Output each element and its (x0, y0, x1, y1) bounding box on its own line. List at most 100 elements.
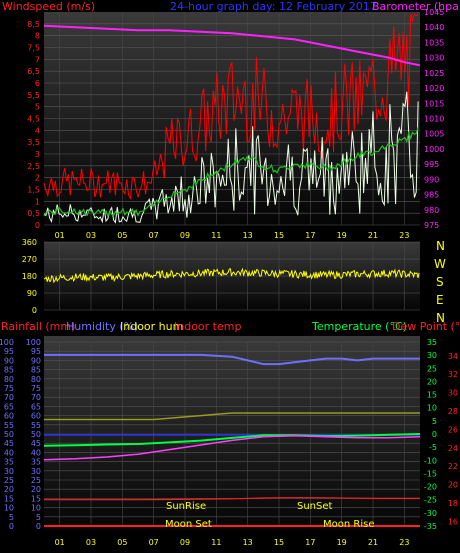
baro-ytick: 990 (424, 175, 439, 184)
wind-hour-01: 01 (55, 231, 65, 240)
baro-ytick: 1045 (424, 8, 444, 17)
sunrise-label: SunRise (166, 501, 206, 512)
wind-ytick: 1,5 (27, 186, 40, 195)
dir-ytick: 90 (27, 289, 37, 298)
temp-ytick: 0 (432, 430, 437, 439)
humidity-ytick: 65 (4, 402, 14, 411)
dew-ytick: 34 (448, 352, 458, 361)
humidity-ytick: 75 (4, 384, 14, 393)
rain-ytick: 55 (31, 421, 41, 430)
dew-ytick: 18 (448, 499, 458, 508)
humidity-ytick: 70 (4, 393, 14, 402)
wind-hour-21: 21 (368, 231, 378, 240)
temp-ytick: 35 (427, 338, 437, 347)
wind-ytick: 1 (35, 197, 40, 206)
compass-e: E (436, 293, 444, 307)
temp-ytick: -25 (424, 496, 437, 505)
humidity-ytick: 5 (9, 513, 14, 522)
baro-ytick: 995 (424, 160, 439, 169)
temp-hour-21: 21 (368, 538, 378, 547)
temp-hour-23: 23 (399, 538, 409, 547)
rain-ytick: 65 (31, 402, 41, 411)
rain-ytick: 35 (31, 458, 41, 467)
dew-ytick: 24 (448, 444, 458, 453)
baro-ytick: 1020 (424, 84, 444, 93)
compass-n-top: N (436, 239, 445, 253)
humidity-ytick: 10 (4, 504, 14, 513)
temp-ytick: -10 (424, 456, 437, 465)
rain-ytick: 0 (36, 522, 41, 531)
wind-low-series-line (43, 91, 419, 224)
baro-ytick: 1040 (424, 23, 444, 32)
dew-ytick: 26 (448, 425, 458, 434)
rain-ytick: 85 (31, 366, 41, 375)
humidity-ytick: 85 (4, 366, 14, 375)
rain-ytick: 60 (31, 412, 41, 421)
rain-ytick: 30 (31, 467, 41, 476)
temp-ytick: -20 (424, 483, 437, 492)
temp-hour-19: 19 (337, 538, 347, 547)
wind-hour-13: 13 (243, 231, 253, 240)
dir-ytick: 180 (22, 272, 37, 281)
temperature-series-line (43, 433, 421, 447)
wind-ytick: 6 (35, 79, 40, 88)
rain-ytick: 20 (31, 485, 41, 494)
chart-texts: 0 0,5 1 1,5 2 2,5 3 3,5 4 4,5 5 5,5 6 6,5 7 7,5 8 8,5 975 9… (0, 8, 458, 547)
humidity-ytick: 50 (4, 430, 14, 439)
rain-ytick: 100 (26, 338, 41, 347)
temp-ytick: 10 (427, 404, 437, 413)
indoor-hum-label: Indoor hum (120, 320, 183, 333)
sunset-label: SunSet (297, 501, 333, 512)
baro-ytick: 1030 (424, 54, 444, 63)
temp-hour-07: 07 (149, 538, 159, 547)
moonset-label: Moon Set (165, 519, 212, 530)
baro-ytick: 1010 (424, 115, 444, 124)
humidity-ytick: 45 (4, 439, 14, 448)
temp-hour-01: 01 (55, 538, 65, 547)
wind-hour-19: 19 (337, 231, 347, 240)
dir-ytick: 360 (22, 238, 37, 247)
baro-ytick: 985 (424, 191, 439, 200)
dir-ytick: 0 (32, 306, 37, 315)
humidity-ytick: 20 (4, 485, 14, 494)
baro-ytick: 1000 (424, 145, 444, 154)
humidity-ytick: 90 (4, 356, 14, 365)
wind-ytick: 0,5 (27, 209, 40, 218)
wind-ytick: 3,5 (27, 138, 40, 147)
humidity-ytick: 35 (4, 458, 14, 467)
dir-ytick: 270 (22, 255, 37, 264)
direction-series-line (43, 267, 420, 284)
barometer-axis-label: Barometer (hpa) (372, 0, 460, 13)
rain-ytick: 5 (36, 513, 41, 522)
chart-series (43, 13, 421, 527)
wind-ytick: 4,5 (27, 115, 40, 124)
wind-ytick: 2 (35, 174, 40, 183)
temp-hour-09: 09 (180, 538, 190, 547)
dew-ytick: 16 (448, 517, 458, 526)
temp-ytick: 25 (427, 364, 437, 373)
dew-ytick: 28 (448, 407, 458, 416)
baro-ytick: 1005 (424, 130, 444, 139)
dew-ytick: 20 (448, 481, 458, 490)
temp-hour-03: 03 (86, 538, 96, 547)
grid-lines (44, 12, 420, 527)
rain-ytick: 95 (31, 347, 41, 356)
temp-ytick: -5 (429, 443, 437, 452)
indoor-hum-series-line (44, 412, 420, 421)
compass-w: W (434, 257, 446, 271)
temp-hour-15: 15 (274, 538, 284, 547)
dew-ytick: 32 (448, 370, 458, 379)
temp-hour-17: 17 (305, 538, 315, 547)
temp-hour-11: 11 (211, 538, 221, 547)
rain-ytick: 25 (31, 476, 41, 485)
compass-n-bottom: N (436, 311, 445, 325)
humidity-ytick: 25 (4, 476, 14, 485)
humidity-ytick: 95 (4, 347, 14, 356)
rain-ytick: 45 (31, 439, 41, 448)
baro-ytick: 1025 (424, 69, 444, 78)
wind-ytick: 8,5 (27, 20, 40, 29)
baro-ytick: 975 (424, 221, 439, 230)
rain-ytick: 50 (31, 430, 41, 439)
indoor-temp-label: Indoor temp (174, 320, 241, 333)
chart-title: 24-hour graph day: 12 February 2017 (170, 0, 377, 13)
